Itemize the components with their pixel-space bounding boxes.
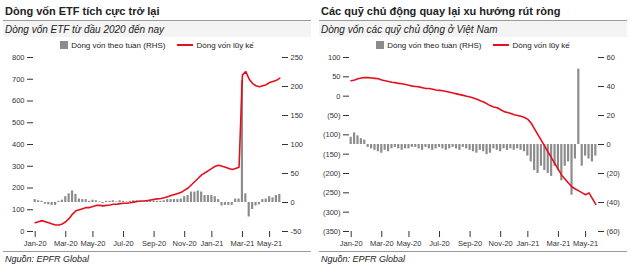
svg-text:Jul-20: Jul-20 — [113, 239, 133, 248]
svg-text:700: 700 — [12, 75, 25, 84]
svg-text:100: 100 — [291, 140, 304, 149]
svg-text:600: 600 — [12, 96, 25, 105]
svg-text:20: 20 — [607, 111, 615, 120]
svg-text:Nov-20: Nov-20 — [173, 239, 197, 248]
svg-text:(40): (40) — [607, 198, 621, 207]
html-text:Dòng vốn ETF từ đầu 2020 đến n: Dòng vốn ETF từ đầu 2020 đến nay — [5, 24, 164, 35]
svg-text:0: 0 — [20, 227, 24, 236]
svg-text:(250): (250) — [323, 188, 341, 197]
svg-text:200: 200 — [12, 183, 25, 192]
svg-text:100: 100 — [12, 205, 25, 214]
svg-text:(350): (350) — [323, 227, 341, 236]
html-text:Nguồn: EPFR Global: Nguồn: EPFR Global — [5, 254, 89, 264]
svg-text:May-20: May-20 — [396, 239, 421, 248]
svg-text:150: 150 — [291, 111, 304, 120]
svg-text:(20): (20) — [607, 169, 621, 178]
html-text:Dòng vốn theo tuần (RHS): Dòng vốn theo tuần (RHS) — [71, 40, 166, 50]
svg-text:May-21: May-21 — [257, 239, 282, 248]
svg-text:(300): (300) — [323, 208, 341, 217]
svg-text:Jan-21: Jan-21 — [516, 239, 539, 248]
svg-text:Sep-20: Sep-20 — [142, 239, 166, 248]
svg-text:50: 50 — [332, 72, 340, 81]
svg-text:Nov-20: Nov-20 — [489, 239, 513, 248]
html-text:Nguồn: EPFR Global: Nguồn: EPFR Global — [321, 254, 405, 264]
svg-text:Jan-20: Jan-20 — [340, 239, 363, 248]
svg-text:Sep-20: Sep-20 — [458, 239, 482, 248]
svg-text:Mar-21: Mar-21 — [231, 239, 255, 248]
svg-text:(200): (200) — [323, 169, 341, 178]
html-text:Dòng vốn lũy kế: Dòng vốn lũy kế — [512, 40, 570, 50]
svg-text:800: 800 — [12, 53, 25, 62]
svg-text:Jan-21: Jan-21 — [200, 239, 223, 248]
svg-text:May-20: May-20 — [80, 239, 105, 248]
svg-text:Jan-20: Jan-20 — [24, 239, 47, 248]
svg-text:400: 400 — [12, 140, 25, 149]
html-text:Dòng vốn lũy kế: Dòng vốn lũy kế — [196, 40, 254, 50]
svg-text:200: 200 — [291, 82, 304, 91]
svg-text:May-21: May-21 — [573, 239, 598, 248]
svg-text:300: 300 — [12, 162, 25, 171]
svg-text:500: 500 — [12, 118, 25, 127]
svg-text:Mar-21: Mar-21 — [547, 239, 571, 248]
html-text:Dòng vốn các quỹ chủ động ở Vi: Dòng vốn các quỹ chủ động ở Việt Nam — [321, 24, 498, 35]
svg-text:(50): (50) — [327, 111, 341, 120]
svg-text:0: 0 — [291, 198, 295, 207]
html-text:Dòng vốn ETF tích cực trở lại: Dòng vốn ETF tích cực trở lại — [5, 5, 160, 17]
svg-text:60: 60 — [607, 53, 615, 62]
svg-text:100: 100 — [328, 53, 341, 62]
svg-text:250: 250 — [291, 53, 304, 62]
svg-text:40: 40 — [607, 82, 615, 91]
svg-text:50: 50 — [291, 169, 299, 178]
html-text:Các quỹ chủ động quay lại xu h: Các quỹ chủ động quay lại xu hướng rút r… — [321, 5, 561, 17]
svg-text:Jul-20: Jul-20 — [429, 239, 449, 248]
html-text:Dòng vốn theo tuần (RHS): Dòng vốn theo tuần (RHS) — [387, 40, 482, 50]
svg-text:0: 0 — [336, 92, 340, 101]
svg-text:Mar-20: Mar-20 — [370, 239, 394, 248]
svg-text:(150): (150) — [323, 150, 341, 159]
svg-text:(60): (60) — [607, 227, 621, 236]
svg-text:-50: -50 — [291, 227, 302, 236]
svg-text:0: 0 — [607, 140, 611, 149]
svg-text:(100): (100) — [323, 130, 341, 139]
svg-text:Mar-20: Mar-20 — [54, 239, 78, 248]
